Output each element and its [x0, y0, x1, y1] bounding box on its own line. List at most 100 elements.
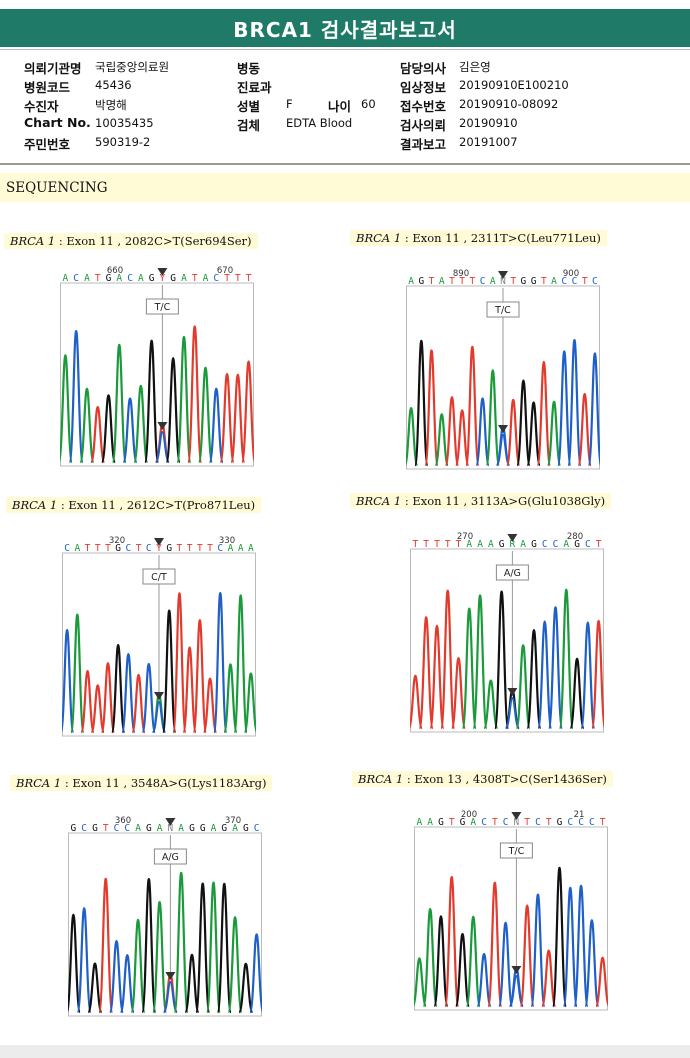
- trace-peak: [424, 349, 439, 467]
- base-call: C: [542, 539, 548, 550]
- base-call: C: [585, 539, 591, 550]
- trace-peak: [161, 609, 177, 734]
- trace-peak: [162, 980, 179, 1013]
- trace-peak: [89, 406, 106, 464]
- requesting-institution-label: 의뢰기관명: [24, 61, 82, 76]
- age-value: 60: [361, 97, 376, 111]
- genotype-call-box: [145, 298, 179, 315]
- base-call: A: [232, 823, 238, 834]
- base-call: Y: [160, 273, 166, 284]
- trace-peak: [558, 588, 575, 730]
- trace-peak: [173, 871, 189, 1014]
- base-call: T: [524, 817, 530, 828]
- position-tick-label: 360: [115, 816, 131, 826]
- base-call: T: [85, 543, 91, 554]
- position-tick-label: 330: [219, 536, 235, 546]
- base-call: T: [103, 823, 109, 834]
- variant-peak-arrow-icon: [157, 422, 168, 430]
- trace-peak: [141, 662, 157, 734]
- gene-name: BRCA 1: [10, 234, 56, 248]
- requesting-institution-value: 국립중앙의료원: [95, 60, 170, 74]
- base-call: T: [546, 817, 552, 828]
- base-call: T: [434, 539, 440, 550]
- position-tick-label: 280: [567, 532, 583, 542]
- genotype-call-box: [499, 842, 533, 859]
- base-call: A: [211, 823, 217, 834]
- genotype-call-box: [486, 301, 520, 318]
- base-call: G: [531, 276, 537, 287]
- variant-peak-arrow-icon: [511, 966, 522, 974]
- gene-name: BRCA 1: [356, 494, 402, 508]
- base-call: T: [456, 539, 462, 550]
- base-call: G: [92, 823, 98, 834]
- base-call: A: [238, 543, 244, 554]
- base-call: G: [438, 817, 444, 828]
- physician-value: 김은영: [459, 60, 491, 74]
- variant-arrow-icon: [507, 534, 518, 542]
- trace-peak: [526, 401, 542, 467]
- base-call: A: [520, 539, 526, 550]
- base-call: Y: [156, 543, 162, 554]
- base-call: A: [74, 543, 80, 554]
- base-call: A: [477, 539, 483, 550]
- base-call: A: [138, 273, 144, 284]
- patient-name-label: 수진자: [24, 99, 59, 114]
- hospital-code-value: 45436: [95, 78, 132, 92]
- trace-peak: [587, 352, 600, 467]
- trace-peak: [519, 904, 535, 1008]
- trace-peak: [433, 915, 449, 1008]
- trace-peak: [87, 962, 103, 1014]
- base-call: A: [116, 273, 122, 284]
- trace-peak: [230, 373, 246, 464]
- trace-peak: [110, 643, 126, 734]
- trace-peak: [172, 592, 187, 734]
- position-tick-label: 890: [453, 269, 469, 279]
- trace-peak: [444, 396, 460, 467]
- trace-peak: [208, 387, 225, 464]
- trace-peak: [233, 594, 249, 734]
- receipt-no-value: 20190910-08092: [459, 97, 559, 111]
- trace-peak: [577, 392, 593, 467]
- base-call: C: [503, 817, 509, 828]
- ward-label: 병동: [237, 61, 261, 76]
- variant-peak-arrow-icon: [154, 692, 164, 700]
- patient-info-block: 의뢰기관명 국립중앙의료원 병원코드 45436 수진자 박명해 Chart N…: [0, 56, 690, 156]
- chromatogram-panel: BRCA 1 : Exon 11 , 2082C>T(Ser694Ser) 66…: [4, 233, 324, 478]
- base-call: G: [200, 823, 206, 834]
- position-tick-label: 320: [109, 536, 125, 546]
- variant-arrow-icon: [498, 271, 508, 279]
- trace-peak: [186, 325, 203, 464]
- trace-peak: [212, 591, 228, 734]
- base-call: C: [561, 276, 567, 287]
- trace-peak: [182, 646, 198, 734]
- base-call: A: [408, 276, 414, 287]
- base-call: G: [170, 273, 176, 284]
- trace-peak: [536, 620, 553, 730]
- trace-peak: [504, 696, 521, 729]
- base-call: G: [146, 823, 152, 834]
- trace-peak: [495, 433, 511, 466]
- trace-peak: [192, 619, 208, 734]
- base-call: C: [589, 817, 595, 828]
- variant-caption: BRCA 1 : Exon 11 , 3113A>G(Glu1038Gly): [350, 493, 612, 509]
- base-call: G: [166, 543, 172, 554]
- variant-description: : Exon 11 , 2311T>C(Leu771Leu): [404, 231, 601, 245]
- base-call: T: [224, 273, 230, 284]
- trace-peak: [143, 339, 160, 464]
- trace-peak: [413, 339, 429, 467]
- base-call: G: [71, 823, 77, 834]
- gene-name: BRCA 1: [16, 776, 62, 790]
- result-report-label: 결과보고: [400, 137, 447, 152]
- trace-peak: [176, 335, 192, 464]
- variant-arrow-icon: [157, 268, 168, 276]
- clinical-info-label: 임상정보: [400, 80, 447, 95]
- genotype-call-label: A/G: [162, 852, 179, 863]
- variant-peak-arrow-icon: [165, 972, 176, 980]
- genotype-call-label: T/C: [154, 302, 171, 313]
- base-call: A: [157, 823, 163, 834]
- trace-peak: [547, 606, 564, 730]
- trace-peak: [485, 369, 501, 467]
- trace-peak: [536, 360, 552, 467]
- base-call: C: [213, 273, 219, 284]
- chromatogram-panel: BRCA 1 : Exon 11 , 2311T>C(Leu771Leu) 89…: [350, 230, 670, 475]
